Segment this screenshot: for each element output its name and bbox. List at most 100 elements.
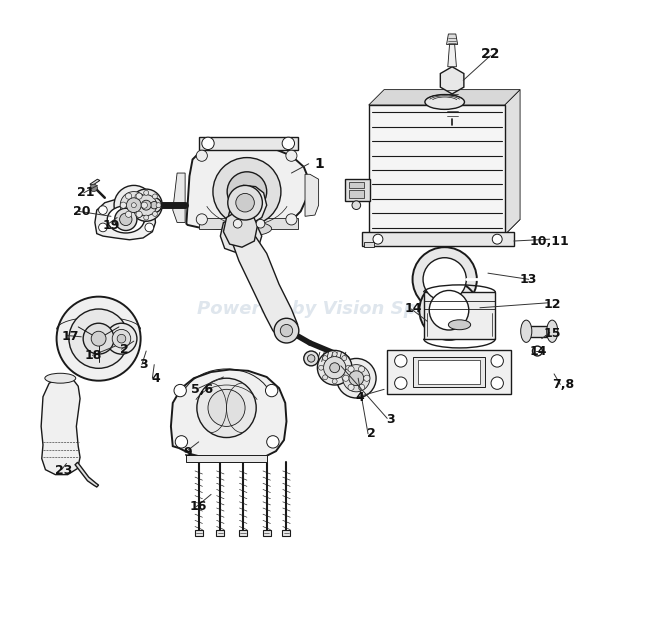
Polygon shape bbox=[448, 43, 457, 67]
Circle shape bbox=[492, 234, 502, 244]
Circle shape bbox=[196, 214, 208, 225]
Circle shape bbox=[286, 150, 297, 161]
Circle shape bbox=[373, 234, 383, 244]
Circle shape bbox=[342, 355, 347, 360]
Circle shape bbox=[319, 365, 323, 370]
Circle shape bbox=[267, 436, 279, 448]
Circle shape bbox=[145, 223, 154, 232]
Polygon shape bbox=[369, 90, 520, 105]
Bar bbox=[387, 350, 510, 394]
Polygon shape bbox=[75, 462, 99, 487]
Ellipse shape bbox=[107, 206, 145, 233]
Text: 7,8: 7,8 bbox=[553, 378, 574, 391]
Text: 14: 14 bbox=[405, 302, 422, 316]
Circle shape bbox=[130, 189, 162, 221]
Circle shape bbox=[141, 202, 147, 208]
Bar bbox=[187, 455, 267, 462]
Circle shape bbox=[117, 334, 125, 343]
Bar bbox=[364, 242, 374, 247]
Circle shape bbox=[57, 297, 141, 381]
Circle shape bbox=[429, 290, 469, 330]
Text: 2: 2 bbox=[367, 427, 376, 441]
Circle shape bbox=[131, 203, 136, 208]
Circle shape bbox=[120, 192, 147, 219]
Bar bbox=[239, 530, 247, 536]
Circle shape bbox=[136, 211, 142, 218]
Circle shape bbox=[491, 355, 503, 367]
Text: 2: 2 bbox=[120, 342, 129, 356]
Circle shape bbox=[126, 198, 141, 213]
Circle shape bbox=[196, 150, 208, 161]
Circle shape bbox=[346, 365, 351, 370]
Circle shape bbox=[304, 351, 319, 366]
Text: 18: 18 bbox=[85, 349, 102, 362]
Circle shape bbox=[125, 211, 131, 218]
Polygon shape bbox=[171, 370, 286, 460]
Bar bbox=[283, 530, 290, 536]
Polygon shape bbox=[229, 185, 298, 338]
Text: 12: 12 bbox=[543, 297, 561, 311]
Circle shape bbox=[175, 436, 188, 448]
Circle shape bbox=[233, 219, 242, 228]
Circle shape bbox=[152, 211, 158, 216]
Circle shape bbox=[208, 389, 245, 426]
Circle shape bbox=[135, 194, 140, 199]
Circle shape bbox=[307, 355, 315, 362]
Bar bbox=[349, 190, 365, 198]
Circle shape bbox=[227, 172, 267, 211]
Circle shape bbox=[413, 247, 477, 311]
Text: 10,11: 10,11 bbox=[530, 234, 570, 248]
Bar bbox=[194, 530, 203, 536]
Circle shape bbox=[423, 258, 466, 301]
Text: 22: 22 bbox=[481, 48, 500, 61]
Circle shape bbox=[349, 371, 364, 386]
Circle shape bbox=[343, 365, 370, 392]
Circle shape bbox=[99, 206, 107, 214]
Ellipse shape bbox=[222, 221, 271, 236]
Polygon shape bbox=[505, 90, 520, 235]
Bar bbox=[198, 218, 298, 229]
Text: Powered by Vision Spares: Powered by Vision Spares bbox=[196, 300, 461, 318]
Circle shape bbox=[332, 379, 337, 384]
Bar bbox=[198, 137, 298, 150]
Circle shape bbox=[114, 185, 154, 225]
Ellipse shape bbox=[425, 95, 464, 109]
Circle shape bbox=[115, 208, 137, 231]
Circle shape bbox=[343, 375, 349, 381]
Circle shape bbox=[352, 201, 361, 210]
Text: 16: 16 bbox=[190, 500, 208, 514]
Polygon shape bbox=[41, 377, 80, 475]
Circle shape bbox=[228, 185, 262, 220]
Circle shape bbox=[359, 366, 365, 372]
Circle shape bbox=[317, 350, 352, 385]
Circle shape bbox=[156, 203, 161, 208]
Text: 9: 9 bbox=[183, 446, 192, 459]
Ellipse shape bbox=[521, 320, 532, 342]
Circle shape bbox=[282, 137, 294, 150]
Circle shape bbox=[348, 366, 354, 372]
Text: 19: 19 bbox=[102, 219, 120, 232]
Circle shape bbox=[144, 190, 148, 195]
Polygon shape bbox=[173, 173, 185, 222]
Circle shape bbox=[141, 200, 151, 210]
Circle shape bbox=[120, 213, 132, 226]
Circle shape bbox=[174, 384, 187, 397]
Text: 20: 20 bbox=[72, 205, 90, 218]
Circle shape bbox=[286, 214, 297, 225]
Text: 4: 4 bbox=[355, 391, 364, 405]
Circle shape bbox=[112, 329, 131, 348]
Bar bbox=[216, 530, 225, 536]
Circle shape bbox=[99, 223, 107, 232]
Bar bbox=[418, 360, 480, 384]
Text: 3: 3 bbox=[386, 412, 395, 426]
Circle shape bbox=[90, 184, 97, 192]
Text: 3: 3 bbox=[139, 358, 147, 371]
Circle shape bbox=[125, 193, 131, 199]
Polygon shape bbox=[305, 174, 319, 216]
Circle shape bbox=[265, 384, 278, 397]
Circle shape bbox=[152, 194, 158, 199]
Bar bbox=[345, 179, 370, 201]
Polygon shape bbox=[187, 143, 309, 229]
Circle shape bbox=[69, 309, 128, 368]
Circle shape bbox=[323, 357, 346, 379]
